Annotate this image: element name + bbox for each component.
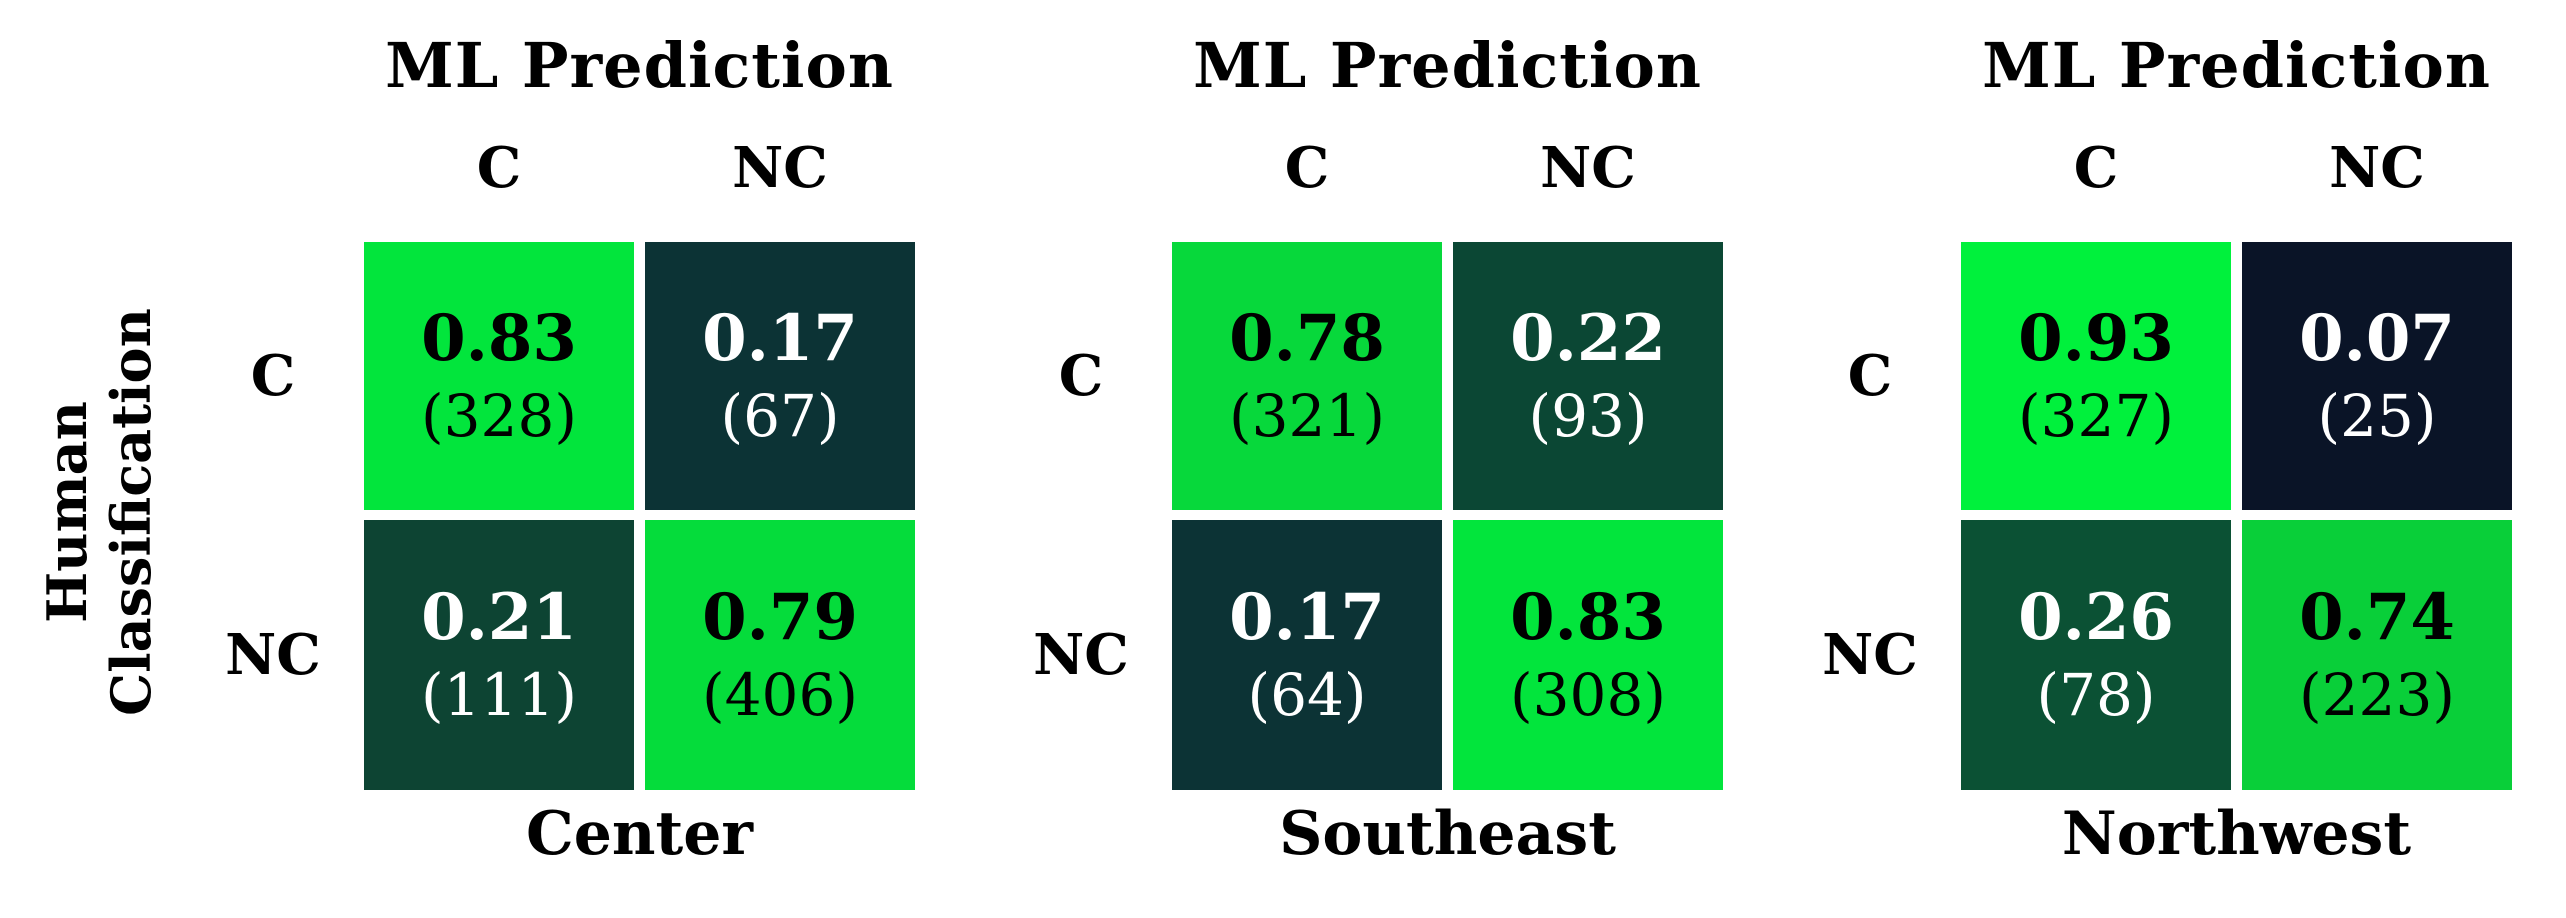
cell-count: (111) bbox=[421, 661, 577, 729]
col-header-nc: NC bbox=[2329, 135, 2425, 201]
cell-proportion: 0.26 bbox=[2018, 580, 2174, 655]
cell-proportion: 0.78 bbox=[1229, 301, 1385, 376]
x-axis-title: ML Prediction bbox=[1982, 29, 2491, 102]
matrix-cell: 0.83 (308) bbox=[1453, 520, 1723, 790]
row-header-c: C bbox=[250, 343, 296, 409]
matrix-cell: 0.79 (406) bbox=[645, 520, 915, 790]
matrix-cell: 0.83 (328) bbox=[364, 242, 634, 510]
x-axis-title: ML Prediction bbox=[385, 29, 894, 102]
heatmap-grid: 0.78 (321) 0.22 (93) 0.17 (64) 0.83 (308… bbox=[1172, 242, 1723, 790]
cell-proportion: 0.22 bbox=[1510, 301, 1666, 376]
cell-count: (93) bbox=[1528, 382, 1648, 450]
cell-count: (308) bbox=[1510, 661, 1666, 729]
column-headers: C NC bbox=[1172, 135, 1723, 201]
col-header-nc: NC bbox=[1540, 135, 1636, 201]
confusion-matrix-northwest: ML Prediction C NC C NC 0.93 (327) 0.07 … bbox=[1822, 0, 2512, 918]
matrix-cell: 0.78 (321) bbox=[1172, 242, 1442, 510]
matrix-cell: 0.17 (64) bbox=[1172, 520, 1442, 790]
cell-proportion: 0.79 bbox=[702, 580, 858, 655]
region-label: Center bbox=[525, 799, 754, 869]
row-header-c: C bbox=[1058, 343, 1104, 409]
cell-proportion: 0.83 bbox=[1510, 580, 1666, 655]
cell-count: (67) bbox=[720, 382, 840, 450]
column-headers: C NC bbox=[1961, 135, 2512, 201]
cell-proportion: 0.74 bbox=[2299, 580, 2455, 655]
row-header-nc: NC bbox=[1033, 622, 1129, 688]
cell-proportion: 0.07 bbox=[2299, 301, 2455, 376]
confusion-matrix-southeast: ML Prediction C NC C NC 0.78 (321) 0.22 … bbox=[1033, 0, 1723, 918]
row-header-nc: NC bbox=[225, 622, 321, 688]
cell-count: (78) bbox=[2036, 661, 2156, 729]
col-header-c: C bbox=[1284, 135, 1330, 201]
cell-count: (25) bbox=[2317, 382, 2437, 450]
row-header-nc: NC bbox=[1822, 622, 1918, 688]
cell-proportion: 0.83 bbox=[421, 301, 577, 376]
region-label: Northwest bbox=[2061, 799, 2412, 869]
heatmap-grid: 0.93 (327) 0.07 (25) 0.26 (78) 0.74 (223… bbox=[1961, 242, 2512, 790]
heatmap-grid: 0.83 (328) 0.17 (67) 0.21 (111) 0.79 (40… bbox=[364, 242, 915, 790]
cell-count: (328) bbox=[421, 382, 577, 450]
col-header-nc: NC bbox=[732, 135, 828, 201]
cell-proportion: 0.21 bbox=[421, 580, 577, 655]
col-header-c: C bbox=[2073, 135, 2119, 201]
cell-count: (327) bbox=[2018, 382, 2174, 450]
cell-count: (321) bbox=[1229, 382, 1385, 450]
matrix-cell: 0.22 (93) bbox=[1453, 242, 1723, 510]
cell-proportion: 0.17 bbox=[1229, 580, 1385, 655]
cell-proportion: 0.17 bbox=[702, 301, 858, 376]
region-label: Southeast bbox=[1279, 799, 1616, 869]
matrix-cell: 0.93 (327) bbox=[1961, 242, 2231, 510]
matrix-cell: 0.21 (111) bbox=[364, 520, 634, 790]
y-axis-label-line1: Human bbox=[35, 401, 99, 623]
row-header-c: C bbox=[1847, 343, 1893, 409]
cell-count: (223) bbox=[2299, 661, 2455, 729]
cell-count: (406) bbox=[702, 661, 858, 729]
y-axis-label-line2: Classification bbox=[99, 308, 163, 716]
matrix-cell: 0.74 (223) bbox=[2242, 520, 2512, 790]
confusion-matrix-center: ML Prediction C NC C NC 0.83 (328) 0.17 … bbox=[225, 0, 915, 918]
column-headers: C NC bbox=[364, 135, 915, 201]
x-axis-title: ML Prediction bbox=[1193, 29, 1702, 102]
matrix-cell: 0.17 (67) bbox=[645, 242, 915, 510]
matrix-cell: 0.26 (78) bbox=[1961, 520, 2231, 790]
col-header-c: C bbox=[476, 135, 522, 201]
matrix-cell: 0.07 (25) bbox=[2242, 242, 2512, 510]
cell-count: (64) bbox=[1247, 661, 1367, 729]
cell-proportion: 0.93 bbox=[2018, 301, 2174, 376]
y-axis-label: Human Classification bbox=[35, 308, 163, 716]
